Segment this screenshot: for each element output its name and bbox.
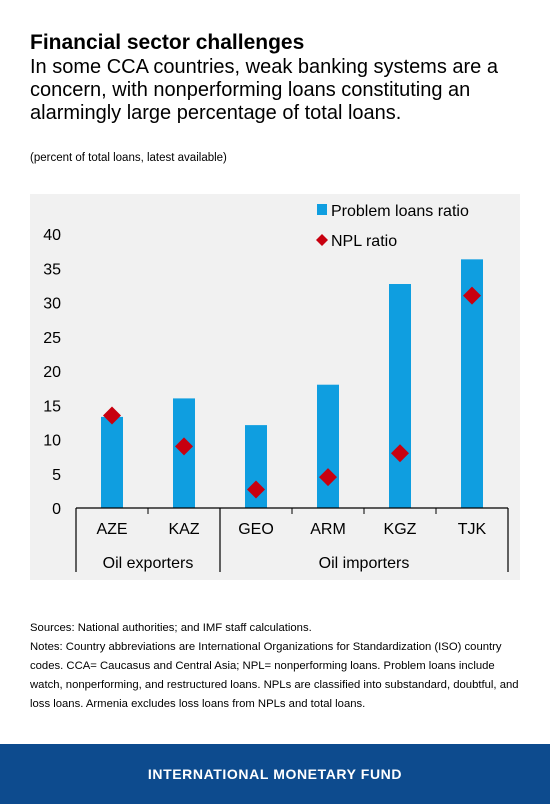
x-tick-label: KAZ bbox=[168, 521, 199, 538]
y-tick-label: 25 bbox=[43, 330, 61, 347]
sources-text: Sources: National authorities; and IMF s… bbox=[30, 622, 312, 634]
legend: Problem loans ratio NPL ratio bbox=[316, 203, 469, 250]
org-name: INTERNATIONAL MONETARY FUND bbox=[147, 766, 403, 782]
npl-marker-arm bbox=[319, 468, 337, 487]
npl-marker-geo bbox=[247, 480, 265, 499]
npl-series bbox=[103, 286, 481, 499]
x-axis: AZE KAZ GEO ARM KGZ TJK Oil exporters Oil impor… bbox=[75, 507, 509, 572]
npl-marker-kaz bbox=[175, 437, 193, 456]
bar-aze bbox=[101, 416, 123, 508]
x-tick-label: TJK bbox=[458, 521, 487, 538]
y-tick-label: 10 bbox=[43, 433, 61, 450]
legend-swatch-problem-loans bbox=[317, 204, 327, 215]
group-label: Oil importers bbox=[319, 555, 410, 572]
x-tick-label: GEO bbox=[238, 521, 274, 538]
y-tick-label: 15 bbox=[43, 398, 61, 415]
y-axis: 0 5 10 15 20 25 30 35 40 bbox=[43, 227, 61, 518]
chart-subtitle: In some CCA countries, weak banking syst… bbox=[30, 56, 498, 124]
bar-arm bbox=[317, 384, 339, 508]
npl-marker-kgz bbox=[391, 444, 409, 463]
legend-swatch-npl bbox=[316, 234, 328, 246]
x-tick-label: ARM bbox=[310, 521, 346, 538]
group-label: Oil exporters bbox=[103, 555, 194, 572]
y-tick-label: 40 bbox=[43, 227, 61, 244]
npl-marker-tjk bbox=[463, 286, 481, 305]
unit-note: (percent of total loans, latest availabl… bbox=[30, 152, 227, 164]
plot-background bbox=[30, 194, 520, 580]
y-tick-label: 20 bbox=[43, 364, 61, 381]
bar-chart: 0 5 10 15 20 25 30 35 40 AZE KAZ GEO ARM KGZ TJK Oil e… bbox=[30, 194, 520, 580]
y-tick-label: 30 bbox=[43, 296, 61, 313]
y-tick-label: 0 bbox=[52, 501, 61, 518]
y-tick-label: 5 bbox=[52, 467, 61, 484]
notes-text: Notes: Country abbreviations are Interna… bbox=[30, 641, 519, 710]
footer-bar: INTERNATIONAL MONETARY FUND bbox=[0, 744, 550, 804]
chart-area: 0 5 10 15 20 25 30 35 40 AZE KAZ GEO ARM KGZ TJK Oil e… bbox=[30, 194, 520, 580]
chart-notes: Sources: National authorities; and IMF s… bbox=[30, 619, 525, 714]
x-tick-label: AZE bbox=[96, 521, 127, 538]
legend-label-problem-loans: Problem loans ratio bbox=[331, 203, 469, 220]
y-tick-label: 35 bbox=[43, 261, 61, 278]
bar-tjk bbox=[461, 259, 483, 508]
legend-label-npl: NPL ratio bbox=[331, 233, 397, 250]
x-tick-label: KGZ bbox=[384, 521, 417, 538]
bar-kgz bbox=[389, 284, 411, 508]
chart-title: Financial sector challenges bbox=[30, 31, 305, 54]
npl-marker-aze bbox=[103, 406, 121, 425]
